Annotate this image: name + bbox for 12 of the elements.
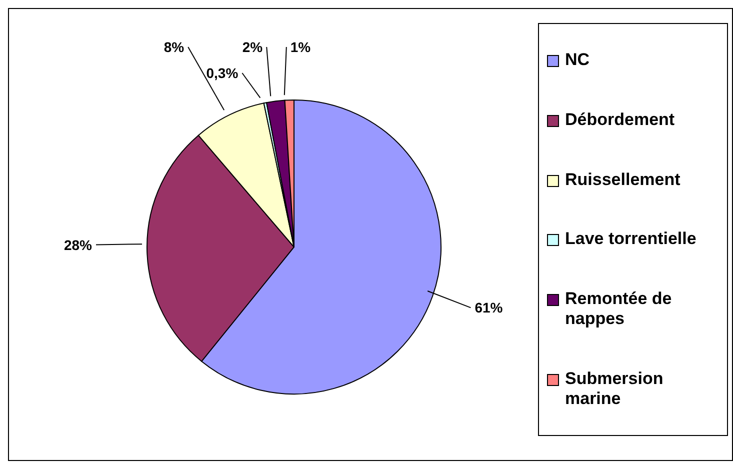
data-label: 2% bbox=[242, 39, 264, 55]
data-label: 8% bbox=[164, 39, 185, 55]
legend-label: Ruissellement bbox=[565, 170, 682, 190]
legend-label: NC bbox=[565, 50, 591, 70]
legend-label: Submersion marine bbox=[565, 369, 664, 410]
legend-label: Lave torrentielle bbox=[565, 229, 698, 250]
legend-label: Remontée de nappes bbox=[565, 289, 673, 330]
data-label: 28% bbox=[64, 236, 93, 253]
data-label: 1% bbox=[290, 39, 312, 55]
data-label: 61% bbox=[474, 300, 504, 316]
legend-label: Débordement bbox=[565, 110, 676, 130]
data-label: 0,3% bbox=[206, 65, 239, 81]
